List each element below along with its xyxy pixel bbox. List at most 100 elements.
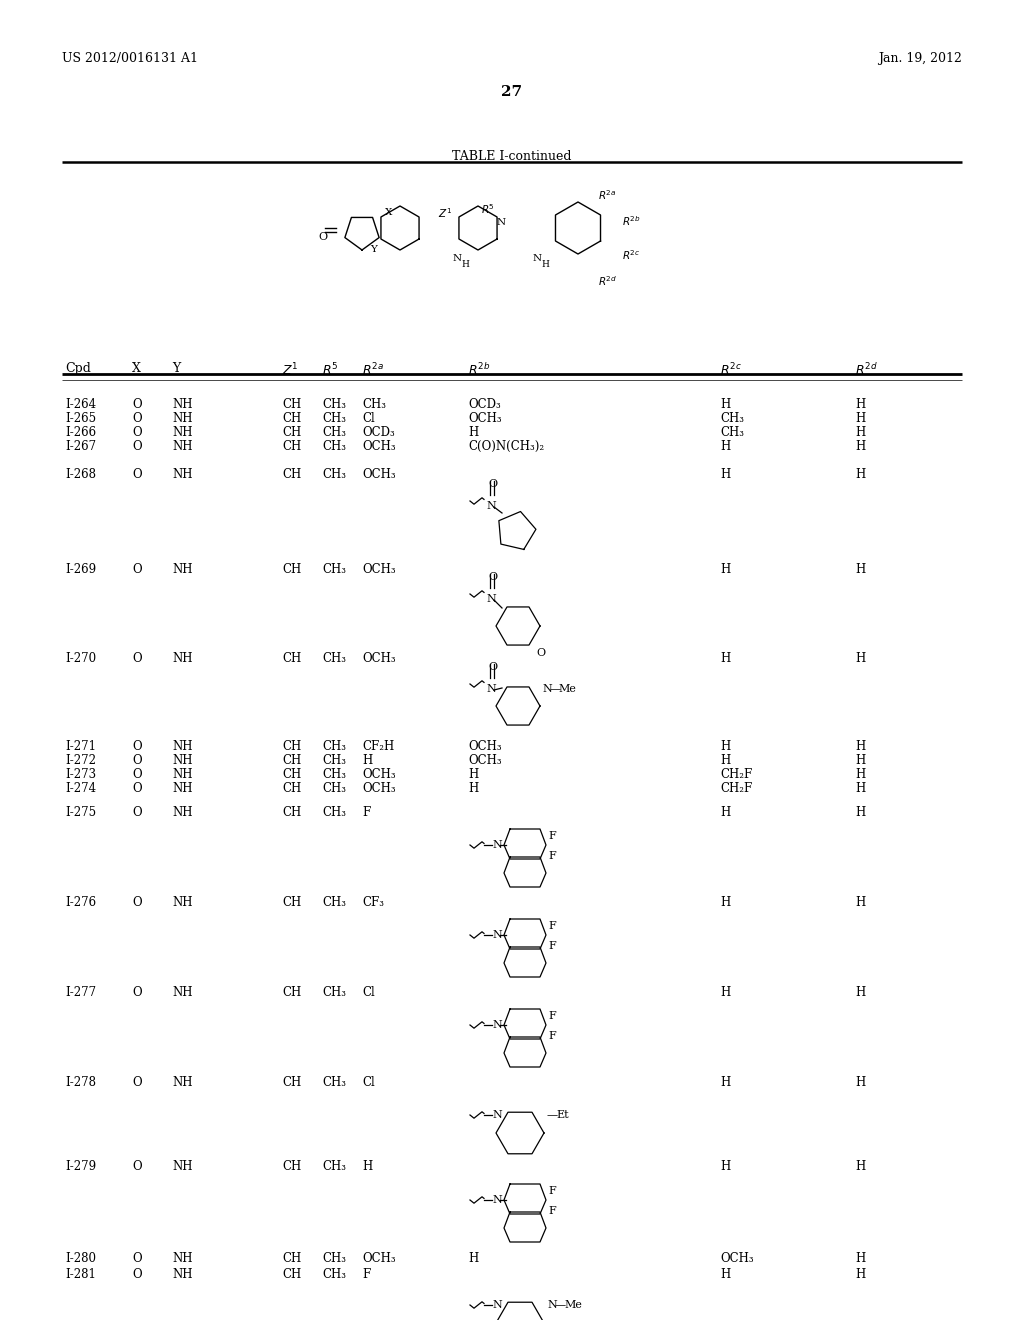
Text: CH₃: CH₃ <box>362 399 386 411</box>
Text: N: N <box>486 594 496 605</box>
Text: NH: NH <box>172 754 193 767</box>
Text: NH: NH <box>172 399 193 411</box>
Text: N: N <box>534 253 542 263</box>
Text: NH: NH <box>172 807 193 818</box>
Text: H: H <box>855 440 865 453</box>
Text: I-270: I-270 <box>65 652 96 665</box>
Text: CH₃: CH₃ <box>322 768 346 781</box>
Text: CF₃: CF₃ <box>362 896 384 909</box>
Text: O: O <box>132 1076 141 1089</box>
Text: CH₃: CH₃ <box>322 754 346 767</box>
Text: C(O)N(CH₃)₂: C(O)N(CH₃)₂ <box>468 440 544 453</box>
Text: F: F <box>548 1206 556 1216</box>
Text: NH: NH <box>172 1160 193 1173</box>
Text: OCH₃: OCH₃ <box>468 741 502 752</box>
Text: O: O <box>132 986 141 999</box>
Text: NH: NH <box>172 564 193 576</box>
Text: H: H <box>720 652 730 665</box>
Text: $Z^{1}$: $Z^{1}$ <box>282 362 298 379</box>
Text: H: H <box>720 1076 730 1089</box>
Text: CH: CH <box>282 426 301 440</box>
Text: NH: NH <box>172 781 193 795</box>
Text: N: N <box>453 253 462 263</box>
Text: CH: CH <box>282 1251 301 1265</box>
Text: CH: CH <box>282 412 301 425</box>
Text: Y: Y <box>370 246 377 253</box>
Text: O: O <box>132 412 141 425</box>
Text: I-276: I-276 <box>65 896 96 909</box>
Text: CH: CH <box>282 768 301 781</box>
Text: CH₃: CH₃ <box>322 1160 346 1173</box>
Text: I-278: I-278 <box>65 1076 96 1089</box>
Text: F: F <box>548 851 556 861</box>
Text: NH: NH <box>172 896 193 909</box>
Text: NH: NH <box>172 1251 193 1265</box>
Text: CH₃: CH₃ <box>322 652 346 665</box>
Text: NH: NH <box>172 741 193 752</box>
Text: NH: NH <box>172 469 193 480</box>
Text: H: H <box>720 440 730 453</box>
Text: F: F <box>548 921 556 931</box>
Text: I-271: I-271 <box>65 741 96 752</box>
Text: O: O <box>132 440 141 453</box>
Text: H: H <box>855 399 865 411</box>
Text: O: O <box>132 807 141 818</box>
Text: H: H <box>855 426 865 440</box>
Text: O: O <box>132 399 141 411</box>
Text: O: O <box>132 741 141 752</box>
Text: Et: Et <box>556 1110 568 1119</box>
Text: OCH₃: OCH₃ <box>362 781 395 795</box>
Text: Cl: Cl <box>362 412 375 425</box>
Text: H: H <box>720 896 730 909</box>
Text: CH: CH <box>282 896 301 909</box>
Text: CH₃: CH₃ <box>322 440 346 453</box>
Text: CH₃: CH₃ <box>322 986 346 999</box>
Text: OCH₃: OCH₃ <box>362 1251 395 1265</box>
Text: Me: Me <box>564 1300 582 1309</box>
Text: F: F <box>548 832 556 841</box>
Text: F: F <box>548 1185 556 1196</box>
Text: CH₃: CH₃ <box>322 1076 346 1089</box>
Text: $R^{5}$: $R^{5}$ <box>322 362 338 379</box>
Text: —: — <box>550 684 561 694</box>
Text: CH: CH <box>282 1269 301 1280</box>
Text: I-268: I-268 <box>65 469 96 480</box>
Text: H: H <box>720 986 730 999</box>
Text: CH: CH <box>282 469 301 480</box>
Text: O: O <box>132 768 141 781</box>
Text: $R^{5}$: $R^{5}$ <box>481 202 495 215</box>
Text: OCH₃: OCH₃ <box>468 754 502 767</box>
Text: $R^{2b}$: $R^{2b}$ <box>468 362 490 378</box>
Text: I-279: I-279 <box>65 1160 96 1173</box>
Text: H: H <box>855 1269 865 1280</box>
Text: NH: NH <box>172 412 193 425</box>
Text: CH: CH <box>282 754 301 767</box>
Text: CH₃: CH₃ <box>720 412 744 425</box>
Text: H: H <box>855 768 865 781</box>
Text: NH: NH <box>172 652 193 665</box>
Text: CH₂F: CH₂F <box>720 768 753 781</box>
Text: CH₃: CH₃ <box>322 1251 346 1265</box>
Text: NH: NH <box>172 986 193 999</box>
Text: O: O <box>132 781 141 795</box>
Text: H: H <box>855 1076 865 1089</box>
Text: O: O <box>488 479 497 488</box>
Text: OCH₃: OCH₃ <box>362 652 395 665</box>
Text: N: N <box>486 684 496 694</box>
Text: H: H <box>468 426 478 440</box>
Text: N: N <box>492 1110 502 1119</box>
Text: X: X <box>132 362 141 375</box>
Text: I-280: I-280 <box>65 1251 96 1265</box>
Text: CH: CH <box>282 1076 301 1089</box>
Text: I-269: I-269 <box>65 564 96 576</box>
Text: H: H <box>855 741 865 752</box>
Text: Jan. 19, 2012: Jan. 19, 2012 <box>879 51 962 65</box>
Text: F: F <box>362 807 371 818</box>
Text: NH: NH <box>172 1076 193 1089</box>
Text: NH: NH <box>172 1269 193 1280</box>
Text: N: N <box>492 840 502 850</box>
Text: CH: CH <box>282 399 301 411</box>
Text: CH₃: CH₃ <box>720 426 744 440</box>
Text: N: N <box>497 218 506 227</box>
Text: —: — <box>547 1110 558 1119</box>
